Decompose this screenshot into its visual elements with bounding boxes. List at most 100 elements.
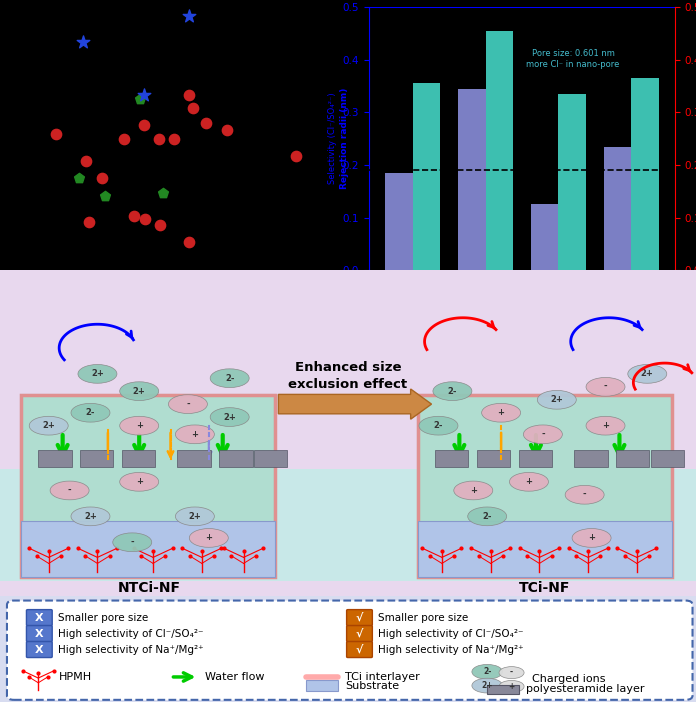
Point [222, 124, 233, 135]
FancyBboxPatch shape [418, 395, 672, 577]
Ellipse shape [120, 472, 159, 491]
Ellipse shape [168, 395, 207, 413]
Text: NTCi-NF: NTCi-NF [118, 581, 181, 595]
Text: +: + [205, 534, 212, 543]
Text: Pore size: 0.601 nm
more Cl⁻ in nano-pore: Pore size: 0.601 nm more Cl⁻ in nano-por… [526, 49, 619, 69]
Ellipse shape [586, 378, 625, 396]
Text: √: √ [356, 644, 363, 655]
Bar [0, 596, 696, 702]
Point [139, 213, 150, 225]
Bar [477, 450, 510, 467]
Point [155, 219, 166, 230]
Text: +: + [136, 477, 143, 486]
Ellipse shape [210, 408, 249, 426]
Ellipse shape [189, 529, 228, 548]
Bar [21, 521, 275, 577]
Point [96, 173, 107, 184]
Ellipse shape [29, 416, 68, 435]
Ellipse shape [572, 529, 611, 548]
Bar [616, 450, 649, 467]
Ellipse shape [509, 472, 548, 491]
Text: +: + [588, 534, 595, 543]
FancyBboxPatch shape [26, 625, 52, 642]
Point [134, 93, 145, 105]
Text: √: √ [356, 613, 363, 623]
Ellipse shape [499, 680, 524, 692]
Text: 2-: 2- [482, 512, 492, 521]
Text: High selectivity of Na⁺/Mg²⁺: High selectivity of Na⁺/Mg²⁺ [378, 644, 523, 655]
Text: 2-: 2- [483, 668, 491, 676]
FancyBboxPatch shape [347, 625, 372, 642]
Ellipse shape [120, 416, 159, 435]
Point [138, 89, 149, 100]
Bar [385, 173, 413, 270]
Ellipse shape [468, 507, 507, 526]
Bar [0, 469, 696, 581]
Ellipse shape [628, 364, 667, 383]
Text: High selectivity of Cl⁻/SO₄²⁻: High selectivity of Cl⁻/SO₄²⁻ [58, 629, 203, 639]
Text: polyesteramide layer: polyesteramide layer [526, 684, 644, 694]
Text: 2-: 2- [225, 373, 235, 383]
FancyBboxPatch shape [21, 395, 275, 577]
Point [184, 89, 195, 100]
Text: 2+: 2+ [84, 512, 97, 521]
Bar [574, 450, 608, 467]
Text: -: - [583, 490, 587, 499]
Ellipse shape [71, 507, 110, 526]
Text: 2+: 2+ [133, 387, 145, 396]
Text: 2+: 2+ [641, 369, 654, 378]
Bar [306, 680, 338, 691]
Text: +: + [602, 421, 609, 430]
Text: 2+: 2+ [189, 512, 201, 521]
Point [138, 120, 149, 131]
Ellipse shape [113, 533, 152, 552]
FancyBboxPatch shape [26, 642, 52, 658]
Text: 2-: 2- [86, 409, 95, 417]
Ellipse shape [537, 390, 576, 409]
Text: +: + [136, 421, 143, 430]
Text: X: X [35, 629, 44, 639]
Text: X: X [35, 644, 44, 655]
Text: TCi-NF: TCi-NF [519, 581, 570, 595]
Ellipse shape [482, 404, 521, 422]
Text: -: - [186, 399, 190, 409]
Ellipse shape [499, 667, 524, 679]
Text: Water flow: Water flow [205, 672, 264, 682]
Point [200, 117, 212, 128]
Point [100, 190, 111, 201]
Ellipse shape [586, 416, 625, 435]
Point [81, 155, 92, 166]
Bar [558, 94, 586, 270]
Ellipse shape [71, 404, 110, 422]
Text: -: - [541, 430, 545, 439]
Point [129, 210, 140, 221]
Bar [531, 204, 558, 270]
FancyBboxPatch shape [347, 609, 372, 625]
Text: Smaller pore size: Smaller pore size [378, 613, 468, 623]
Text: Substrate: Substrate [345, 681, 400, 691]
Bar [413, 84, 441, 270]
Ellipse shape [472, 678, 503, 693]
Text: Charged ions: Charged ions [532, 674, 606, 684]
Ellipse shape [120, 382, 159, 401]
Bar [487, 684, 519, 694]
Text: +: + [498, 409, 505, 417]
Bar [603, 147, 631, 270]
FancyBboxPatch shape [7, 600, 693, 700]
Bar [254, 450, 287, 467]
Text: 2+: 2+ [91, 369, 104, 378]
Bar [38, 450, 72, 467]
Y-axis label: Selectivity (Cl⁻/SO₄²⁻): Selectivity (Cl⁻/SO₄²⁻) [328, 93, 337, 185]
Text: 2+: 2+ [482, 681, 493, 690]
Point [157, 187, 168, 199]
Bar [122, 450, 155, 467]
Text: +: + [470, 486, 477, 495]
Bar [80, 450, 113, 467]
Ellipse shape [433, 382, 472, 401]
Text: High selectivity of Cl⁻/SO₄²⁻: High selectivity of Cl⁻/SO₄²⁻ [378, 629, 523, 639]
Ellipse shape [523, 425, 562, 444]
Ellipse shape [419, 416, 458, 435]
Text: Rejection radii (nm): Rejection radii (nm) [340, 88, 349, 190]
Ellipse shape [472, 664, 503, 679]
FancyBboxPatch shape [347, 642, 372, 658]
